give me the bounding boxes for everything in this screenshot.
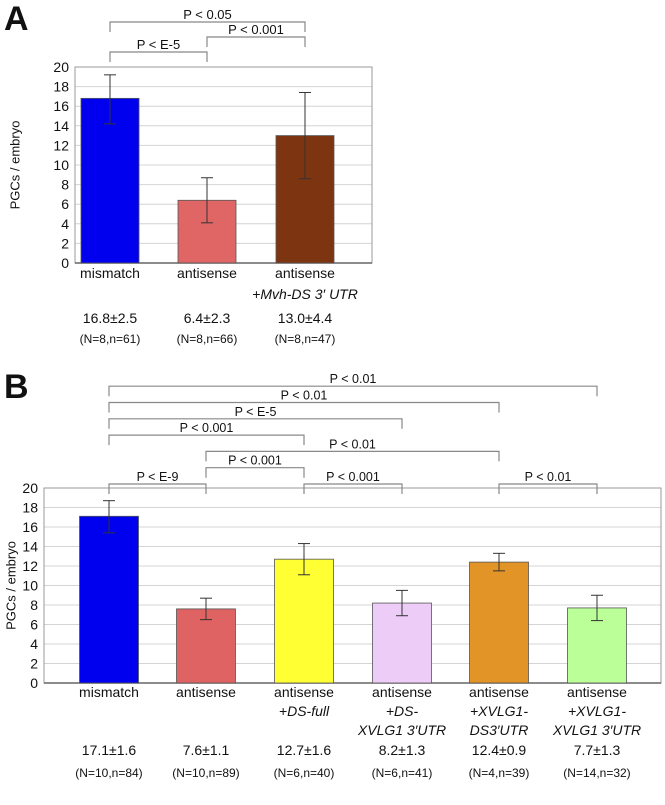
panel-b-bar [372, 602, 432, 684]
panel-b-n-label: (N=10,n=89) [172, 766, 239, 780]
panel-a-y-tick-label: 8 [61, 177, 69, 193]
panel-b-n-label: (N=14,n=32) [563, 766, 630, 780]
panel-b-significance-label: P < 0.001 [180, 421, 234, 435]
panel-a-y-tick-label: 10 [53, 157, 69, 173]
panel-b-significance-bracket [108, 401, 500, 413]
panel-b-significance-bracket [108, 418, 403, 429]
panel-b-category-label: antisense [469, 684, 529, 700]
panel-b-category-label: antisense [176, 684, 236, 700]
panel-a-significance-label: P < 0.05 [183, 7, 232, 22]
panel-b-category-label: DS3′UTR [470, 722, 529, 738]
panel-b-category-label: +DS-full [279, 703, 330, 719]
panel-a-value-label: 13.0±4.4 [278, 310, 333, 326]
panel-b-y-tick-label: 16 [22, 519, 38, 535]
panel-b-significance-bracket [108, 385, 598, 397]
panel-a-category-label: antisense [177, 265, 237, 281]
panel-b-significance-label: P < 0.01 [281, 389, 328, 403]
panel-b-significance-bracket [205, 467, 305, 478]
panel-a-y-axis-label: PGCs / embryo [7, 121, 22, 210]
panel-a-y-tick-label: 6 [61, 196, 69, 212]
panel-b-significance-label: P < E-9 [137, 470, 179, 484]
panel-a-letter: A [4, 0, 29, 38]
panel-b-y-tick-label: 14 [22, 539, 38, 555]
panel-b-category-label: antisense [274, 684, 334, 700]
panel-b-value-label: 7.7±1.3 [574, 742, 621, 758]
panel-b-category-label: +XVLG1- [470, 703, 528, 719]
panel-b-value-label: 12.4±0.9 [472, 742, 527, 758]
panel-a-y-tick-label: 4 [61, 216, 69, 232]
panel-b-bar [79, 515, 139, 684]
panel-b-y-tick-label: 0 [30, 675, 38, 691]
panel-a-y-tick-label: 0 [61, 255, 69, 271]
panel-a-significance-label: P < E-5 [137, 37, 180, 52]
panel-b-significance-bracket [498, 483, 598, 494]
panel-a-significance-bracket [206, 36, 306, 47]
panel-b-category-label: antisense [567, 684, 627, 700]
panel-b-y-tick-label: 12 [22, 558, 38, 574]
panel-a-y-tick-label: 20 [53, 59, 69, 75]
panel-a-y-tick-label: 14 [53, 118, 69, 134]
panel-b-bar [176, 608, 236, 684]
panel-b-significance-label: P < 0.01 [330, 372, 377, 386]
panel-b-category-label: XVLG1 3′UTR [552, 722, 641, 738]
panel-a-bar [80, 97, 140, 264]
panel-a-y-tick-label: 16 [53, 98, 69, 114]
panel-b-value-label: 17.1±1.6 [82, 742, 137, 758]
panel-b-significance-label: P < 0.01 [329, 437, 376, 451]
panel-a-bar [177, 199, 237, 264]
panel-b-y-tick-label: 8 [30, 597, 38, 613]
panel-b-category-label: +DS- [386, 703, 419, 719]
panel-b-significance-bracket [303, 483, 403, 494]
panel-a-significance-bracket [109, 51, 208, 62]
panel-a-value-label: 16.8±2.5 [83, 310, 138, 326]
panel-b-letter: B [4, 368, 29, 406]
panel-a-significance-bracket [109, 21, 306, 32]
panel-a-y-tick-label: 12 [53, 137, 69, 153]
panel-b-y-tick-label: 18 [22, 500, 38, 516]
panel-b-significance-bracket [108, 434, 305, 446]
panel-b-n-label: (N=6,n=40) [274, 766, 335, 780]
panel-a-y-tick-label: 2 [61, 235, 69, 251]
panel-b-y-tick-label: 6 [30, 617, 38, 633]
panel-b-category-label: XVLG1 3′UTR [357, 722, 446, 738]
panel-a-y-tick-label: 18 [53, 79, 69, 95]
panel-b-y-axis-label: PGCs / embryo [3, 541, 18, 630]
panel-b-y-tick-label: 10 [22, 578, 38, 594]
panel-a-value-label: 6.4±2.3 [184, 310, 231, 326]
panel-b-value-label: 7.6±1.1 [183, 742, 230, 758]
panel-b-bar [274, 558, 334, 684]
panel-b-y-tick-label: 20 [22, 480, 38, 496]
panel-a-category-label: antisense [275, 265, 335, 281]
panel-b-n-label: (N=6,n=41) [372, 766, 433, 780]
panel-a-significance-label: P < 0.001 [228, 22, 284, 37]
panel-b-category-label: +XVLG1- [568, 703, 626, 719]
panel-b-significance-label: P < 0.001 [326, 470, 380, 484]
panel-b-significance-bracket [205, 450, 500, 462]
panel-b-significance-bracket [108, 483, 207, 494]
panel-b-n-label: (N=10,n=84) [75, 766, 142, 780]
panel-a-category-label: +Mvh-DS 3′ UTR [252, 286, 358, 302]
panel-a-n-label: (N=8,n=61) [80, 332, 141, 346]
panel-b-category-label: antisense [372, 684, 432, 700]
panel-a-n-label: (N=8,n=66) [177, 332, 238, 346]
panel-b-y-tick-label: 4 [30, 636, 38, 652]
panel-b-y-tick-label: 2 [30, 656, 38, 672]
panel-b-bar [469, 561, 529, 684]
panel-b-value-label: 8.2±1.3 [379, 742, 426, 758]
panel-b-n-label: (N=4,n=39) [469, 766, 530, 780]
panel-b-category-label: mismatch [79, 684, 139, 700]
panel-a-n-label: (N=8,n=47) [275, 332, 336, 346]
panel-b-significance-label: P < 0.001 [228, 454, 282, 468]
panel-a-category-label: mismatch [80, 265, 140, 281]
panel-b-significance-label: P < E-5 [235, 405, 277, 419]
panel-b-value-label: 12.7±1.6 [277, 742, 332, 758]
panel-b-significance-label: P < 0.01 [525, 470, 572, 484]
